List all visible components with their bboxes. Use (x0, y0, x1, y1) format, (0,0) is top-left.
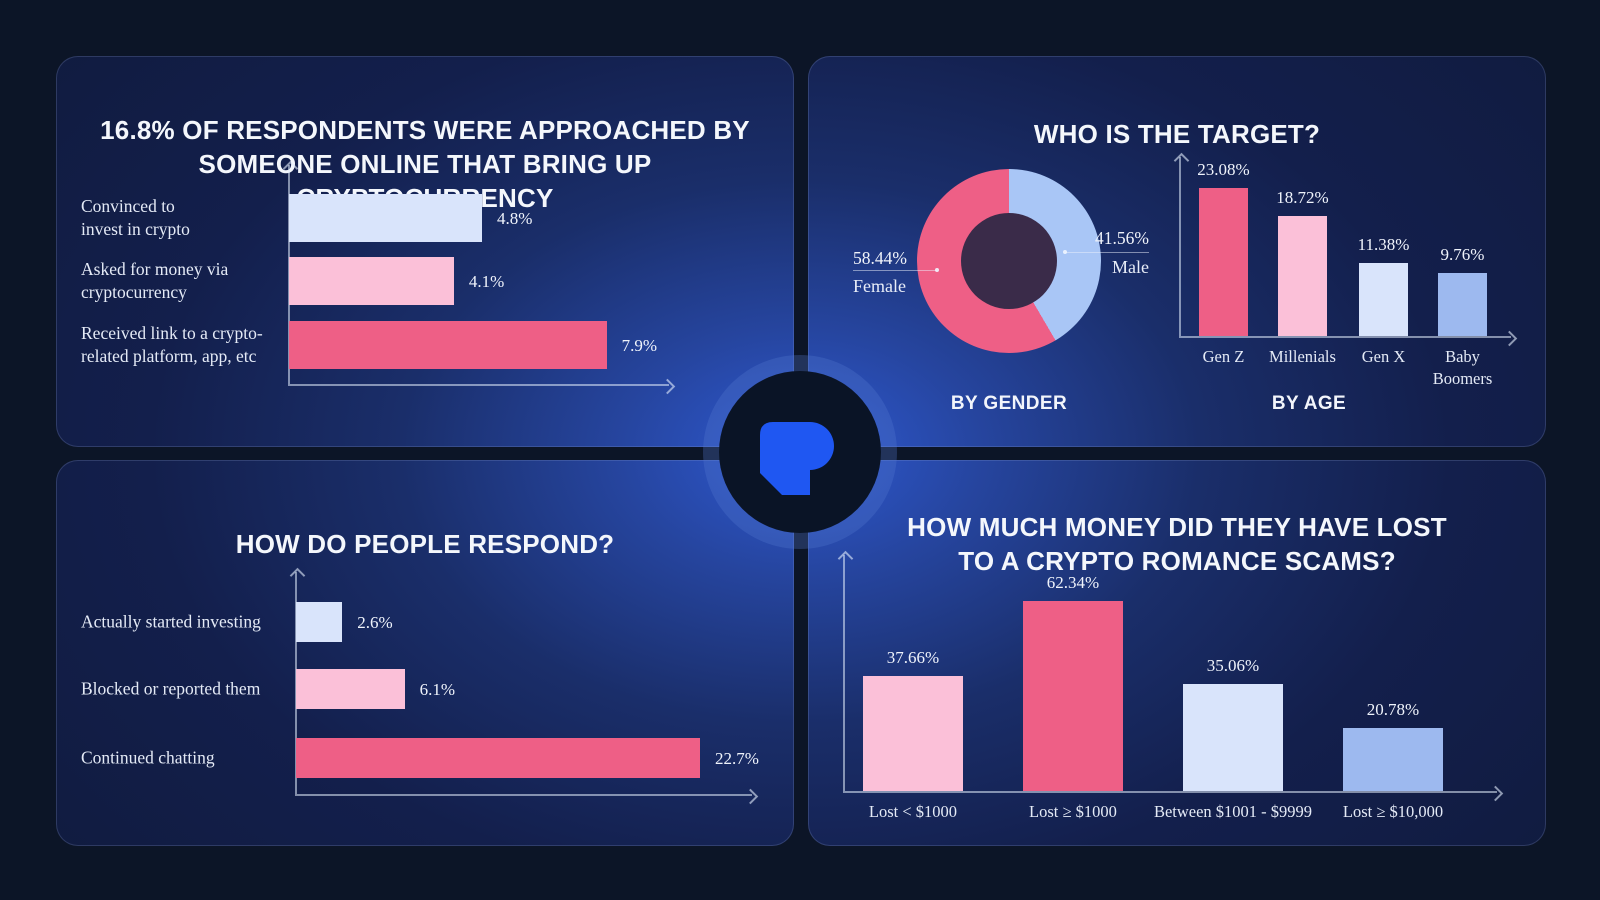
bar-3 (1343, 727, 1443, 791)
by-gender-caption: BY GENDER (950, 393, 1068, 414)
category-label: Continued chatting (81, 747, 215, 768)
y-axis-arrow-icon (837, 550, 853, 567)
value-label: 11.38% (1357, 234, 1410, 254)
y-axis (843, 555, 845, 791)
y-axis (295, 572, 297, 794)
bar-1 (296, 669, 405, 709)
bar-2 (296, 738, 701, 778)
approached-bar-chart: 4.8% Convinced to invest in crypto 4.1% Ask… (57, 57, 793, 446)
bar-2 (1183, 684, 1283, 791)
x-axis-arrow-icon (742, 788, 759, 804)
donut-hole (961, 213, 1057, 309)
bar-0 (863, 676, 963, 791)
bar-0 (296, 602, 343, 642)
male-label: Male (1112, 257, 1149, 277)
y-axis-arrow-icon (289, 567, 305, 584)
x-axis-arrow-icon (1487, 785, 1504, 801)
category-label: Millenials (1269, 347, 1336, 366)
value-label: 7.9% (621, 336, 657, 355)
category-label: Lost ≥ $10,000 (1342, 802, 1444, 821)
value-label: 9.76% (1440, 245, 1485, 265)
male-connector-dot (1063, 250, 1067, 254)
bar-1 (289, 257, 454, 305)
value-label: 4.8% (496, 209, 533, 228)
category-label: Blocked or reported them (81, 678, 261, 699)
value-label: 6.1% (419, 680, 455, 699)
bar-2 (1359, 262, 1408, 336)
female-connector-dot (935, 268, 939, 272)
category-label: Baby Boomers (1432, 347, 1493, 388)
category-label: Gen Z (1202, 347, 1245, 366)
female-connector-line (853, 270, 937, 271)
panel-respond: HOW DO PEOPLE RESPOND? 2.6% Actually star… (56, 460, 794, 846)
gender-donut-chart: 58.44% Female 41.56% Male (809, 57, 1545, 446)
value-label: 62.34% (1046, 572, 1100, 592)
x-axis (288, 384, 669, 386)
bar-0 (289, 194, 482, 242)
male-connector-line (1065, 252, 1149, 253)
category-label: Received link to a crypto- related platf… (81, 322, 263, 366)
x-axis-arrow-icon (1501, 330, 1518, 346)
bar-1 (1023, 600, 1123, 791)
x-axis (843, 791, 1497, 793)
x-axis (1179, 336, 1511, 338)
panel-target-title: WHO IS THE TARGET? (1033, 118, 1321, 149)
value-label: 4.1% (468, 272, 505, 291)
y-axis (288, 165, 290, 384)
p-logo-icon (760, 422, 834, 495)
bar-2 (289, 321, 607, 369)
value-label: 23.08% (1197, 159, 1250, 179)
value-label: 35.06% (1206, 656, 1260, 676)
p-logo-path (760, 422, 834, 495)
category-label: Asked for money via cryptocurrency (81, 258, 229, 302)
panel-target: WHO IS THE TARGET? 58.44% Female 41.56% … (808, 56, 1546, 447)
male-percent: 41.56% (1095, 228, 1149, 248)
panel-respond-title: HOW DO PEOPLE RESPOND? (235, 528, 615, 559)
age-bar-chart: 23.08% Gen Z 18.72% Millenials 11.38% Gen X 9.… (809, 57, 1545, 446)
bar-3 (1438, 273, 1487, 336)
panel-lost: HOW MUCH MONEY DID THEY HAVE LOST TO A C… (808, 460, 1546, 846)
category-label: Convinced to invest in crypto (81, 195, 190, 239)
category-label: Actually started investing (81, 611, 261, 632)
lost-bar-chart: 37.66% Lost < $1000 62.34% Lost ≥ $1000 35.0… (809, 461, 1545, 845)
value-label: 18.72% (1276, 187, 1329, 207)
center-logo (703, 355, 897, 549)
y-axis (1179, 157, 1181, 336)
by-age-caption: BY AGE (1271, 393, 1347, 414)
panel-approached: 16.8% OF RESPONDENTS WERE APPROACHED BY … (56, 56, 794, 447)
x-axis-arrow-icon (659, 378, 676, 394)
category-label: Gen X (1361, 347, 1406, 366)
bar-1 (1278, 215, 1327, 336)
category-label: Between $1001 - $9999 (1153, 802, 1313, 821)
value-label: 37.66% (886, 648, 940, 668)
female-percent: 58.44% (853, 248, 907, 268)
female-label: Female (853, 276, 906, 296)
respond-bar-chart: 2.6% Actually started investing 6.1% Blocke… (57, 461, 793, 845)
y-axis-arrow-icon (282, 160, 298, 177)
value-label: 20.78% (1366, 699, 1420, 719)
x-axis (295, 794, 752, 796)
value-label: 2.6% (357, 613, 393, 632)
value-label: 22.7% (715, 749, 759, 768)
category-label: Lost < $1000 (868, 802, 958, 821)
category-label: Lost ≥ $1000 (1029, 802, 1117, 821)
bar-0 (1199, 187, 1248, 336)
panel-lost-title: HOW MUCH MONEY DID THEY HAVE LOST TO A C… (907, 511, 1447, 576)
